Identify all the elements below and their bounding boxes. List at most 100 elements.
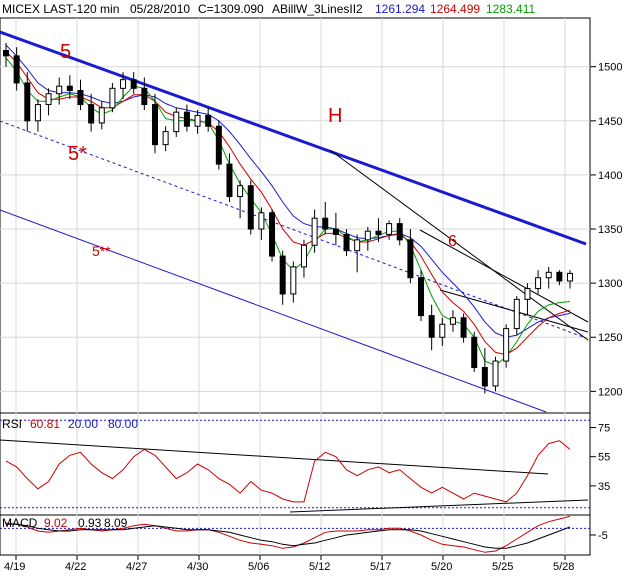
candle (269, 209, 276, 262)
candle-body (418, 277, 425, 317)
candle (151, 93, 158, 154)
candle (364, 226, 371, 251)
candle-body (269, 212, 276, 257)
chart-title-date: 05/28/2010 (130, 2, 190, 16)
candle-body (3, 49, 9, 57)
macd-line-1 (6, 523, 571, 549)
candle-body (503, 328, 510, 362)
candle-body (311, 217, 318, 246)
candle-body (173, 111, 180, 133)
rsi-tick-label: 35 (598, 481, 610, 493)
candle-body (396, 223, 403, 241)
candle (205, 107, 212, 132)
candle-body (56, 85, 63, 95)
candle (545, 266, 552, 289)
candle-body (481, 367, 488, 387)
candle-body (354, 239, 361, 252)
rsi-trendline-upper (0, 439, 549, 475)
date-tick-label: 4/22 (65, 561, 86, 573)
candle-body (439, 323, 446, 338)
ma-red-value: 1264.499 (430, 2, 480, 16)
candle (322, 201, 329, 235)
candle (396, 218, 403, 246)
candle-body (183, 111, 190, 127)
chart-title-indicator: ABillW_3LinesII2 (272, 2, 363, 16)
rsi-lines (5, 440, 571, 503)
candle (418, 270, 425, 322)
candle (407, 229, 414, 284)
trend-lines (0, 30, 589, 513)
candle (66, 75, 73, 100)
candle-body (13, 55, 20, 84)
candle-body (109, 87, 116, 109)
candle-body (45, 93, 52, 106)
candle (481, 348, 488, 394)
price-tick-label: 1450 (598, 116, 622, 128)
price-tick-label: 1200 (598, 386, 622, 398)
candle-body (375, 230, 382, 235)
candle (141, 77, 148, 110)
ma-blue-value: 1261.294 (375, 2, 425, 16)
candle (375, 218, 382, 243)
candle-body (77, 90, 84, 106)
candle-body (300, 244, 307, 268)
candle (34, 99, 41, 132)
candle (492, 356, 499, 392)
candle (332, 212, 339, 246)
candle-body (567, 272, 573, 282)
candle-body (247, 185, 254, 230)
price-candles (3, 42, 573, 394)
ma-green-value: 1283.411 (486, 2, 535, 16)
candle (77, 79, 84, 110)
candle (3, 42, 9, 67)
candle (45, 88, 52, 116)
candle (237, 180, 244, 219)
candle (226, 153, 233, 202)
macd-lines (5, 515, 571, 553)
rsi-trendline-lower (289, 499, 589, 513)
candle (109, 82, 116, 113)
macd-hist-value: 8.09 (104, 516, 128, 530)
date-tick-label: 4/30 (187, 561, 208, 573)
candle-body (524, 288, 531, 300)
price-tick-label: 1500 (598, 62, 622, 74)
candle (290, 261, 297, 303)
candle-body (120, 79, 127, 89)
date-tick-label: 5/06 (248, 561, 269, 573)
candle-body (428, 315, 435, 338)
candle (567, 270, 573, 289)
candle (258, 207, 265, 240)
candle-body (513, 298, 520, 330)
candle (513, 296, 520, 336)
date-tick-label: 4/27 (126, 561, 147, 573)
date-tick-label: 4/19 (4, 561, 25, 573)
candle (428, 304, 435, 351)
candle (194, 109, 201, 134)
candle (279, 250, 286, 305)
candle (98, 101, 105, 130)
gridlines (0, 18, 590, 555)
candle-body (141, 87, 148, 106)
candle-body (343, 233, 350, 252)
candle-body (492, 360, 499, 387)
moving-average-line-1 (5, 51, 571, 356)
candle-body (98, 107, 105, 124)
trendline-5 (0, 30, 587, 246)
candle-body (279, 255, 286, 295)
candle-body (449, 317, 456, 325)
annotation-h: H (328, 105, 342, 127)
trendline-h (329, 149, 589, 341)
candle (13, 47, 20, 91)
candle-body (130, 79, 137, 89)
annotation-5-double-star: 5** (92, 243, 111, 259)
date-tick-label: 5/25 (492, 561, 513, 573)
candle (56, 77, 63, 105)
macd-tick-label: -5 (598, 530, 608, 542)
candle-body (386, 223, 393, 235)
axis-labels: 1500 1450 1400 1350 1300 1250 1200 4/19 4/22 4/27… (4, 62, 622, 573)
annotation-6: 6 (448, 233, 457, 250)
candle-body (471, 336, 478, 369)
date-tick-label: 5/12 (309, 561, 330, 573)
